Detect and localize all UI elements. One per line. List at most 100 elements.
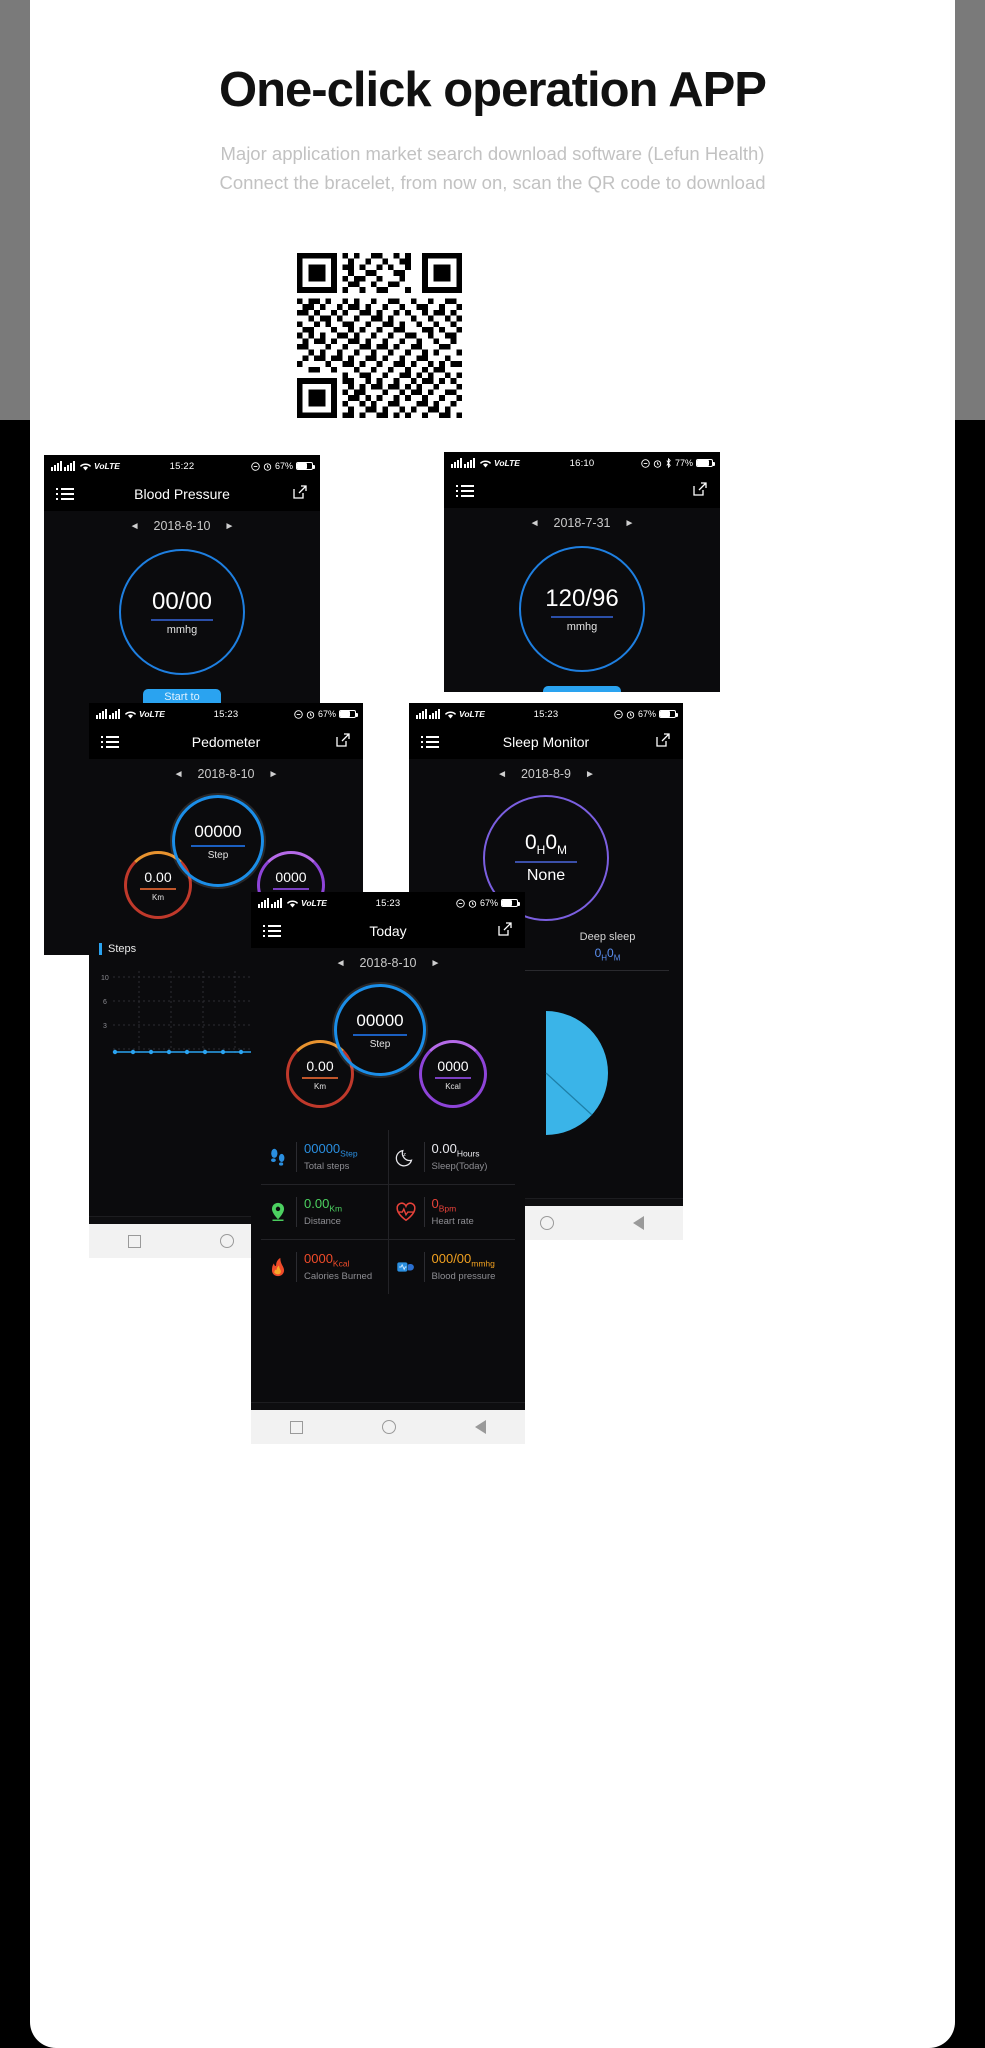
home-button[interactable] [219,1234,234,1248]
stat-unit: mmhg [471,1258,495,1269]
back-button[interactable] [474,1420,486,1434]
prev-date-button[interactable]: ◄ [497,768,507,780]
status-right: 77% [641,458,715,468]
stat-card-total-steps[interactable]: 00000Step Total steps [261,1130,388,1184]
battery-percent: 67% [637,709,656,719]
menu-icon[interactable] [421,736,439,748]
dnd-icon [456,898,465,908]
next-date-button[interactable]: ► [224,520,235,532]
nav-bar: Blood Pressure [44,477,320,511]
current-date: 2018-8-10 [153,519,211,533]
date-selector[interactable]: ◄ 2018-8-10 ► [44,511,320,537]
date-selector[interactable]: ◄ 2018-8-10 ► [89,759,363,785]
prev-date-button[interactable]: ◄ [173,768,184,780]
nav-bar: Today [251,914,525,948]
stat-unit: Km [329,1203,343,1214]
location-pin-icon [271,1202,285,1221]
stat-number: 00000 [304,1140,341,1156]
share-icon[interactable] [335,732,351,753]
wifi-icon [480,459,491,467]
home-button[interactable] [539,1216,554,1230]
bp-unit: mmhg [566,621,598,633]
bp-unit: mmhg [166,624,198,636]
steps-unit: Step [207,849,229,861]
menu-icon[interactable] [456,485,474,497]
stat-number: 0.00 [304,1195,330,1211]
sleep-minutes: 0 [545,830,558,854]
next-date-button[interactable]: ► [268,768,279,780]
prev-date-button[interactable]: ◄ [129,520,140,532]
battery-icon [339,710,358,718]
back-button[interactable] [632,1216,644,1230]
deep-sleep-m-unit: M [613,953,621,963]
date-selector[interactable]: ◄ 2018-7-31 ► [444,508,720,534]
white-top-panel [30,0,955,420]
deep-sleep-value: 0H0M [546,946,669,962]
stat-card-calories[interactable]: 0000Kcal Calories Burned [261,1240,388,1294]
current-date: 2018-7-31 [553,516,611,530]
svg-text:10: 10 [101,975,109,982]
today-rings: 0.00 Km 0000 Kcal 00000 Step [251,974,525,1124]
android-nav-bar[interactable] [251,1410,525,1444]
flame-icon [271,1257,285,1277]
share-icon[interactable] [655,732,671,753]
distance-ring: 0.00 Km [124,851,192,919]
stat-label: Total steps [304,1161,350,1173]
recents-button[interactable] [128,1234,142,1248]
battery-percent: 67% [317,709,336,719]
phone-today: VoLTE 15:23 67% Today ◄ 2018-8-10 ► 0.0 [251,892,525,1444]
stat-card-text: 000/00mmhg Blood pressure [423,1251,495,1283]
nav-bar [444,474,720,508]
stat-value: 0Bpm [432,1196,474,1214]
status-bar: VoLTE 16:10 77% [444,452,720,474]
share-icon[interactable] [292,484,308,505]
bluetooth-icon [666,458,671,468]
status-left: VoLTE [258,898,327,908]
current-date: 2018-8-10 [359,956,417,970]
stat-value: 0.00Km [304,1195,343,1214]
calories-value: 0000 [437,1057,469,1074]
dnd-icon [294,709,303,719]
menu-icon[interactable] [263,925,281,937]
nav-title: Today [369,923,407,939]
date-selector[interactable]: ◄ 2018-8-10 ► [251,948,525,974]
stat-card-blood-pressure[interactable]: 000/00mmhg Blood pressure [387,1240,516,1294]
battery-icon [501,899,520,907]
date-selector[interactable]: ◄ 2018-8-9 ► [409,759,683,785]
battery-icon [296,462,315,470]
next-date-button[interactable]: ► [430,957,441,969]
alarm-icon [306,710,315,719]
qr-code-svg [297,253,462,418]
nav-bar: Pedometer [89,725,363,759]
share-icon[interactable] [692,481,708,502]
prev-date-button[interactable]: ◄ [529,517,540,529]
recents-button[interactable] [290,1420,304,1434]
ring-divider [515,861,577,864]
ring-divider [191,844,245,847]
dnd-icon [614,709,623,719]
next-date-button[interactable]: ► [624,517,635,529]
prev-date-button[interactable]: ◄ [335,957,346,969]
stat-card-heart-rate[interactable]: 0Bpm Heart rate [387,1185,516,1239]
nav-bar: Sleep Monitor [409,725,683,759]
signal-bars-icon [51,461,75,471]
sleep-ring: 0H0M None [483,795,609,921]
stat-card-sleep[interactable]: z 0.00Hours Sleep(Today) [387,1130,516,1184]
deep-sleep-h: 0 [594,946,602,960]
menu-icon[interactable] [56,488,74,500]
next-date-button[interactable]: ► [585,768,595,780]
stat-card-distance[interactable]: 0.00Km Distance [261,1185,388,1239]
battery-percent: 67% [274,461,293,471]
share-icon[interactable] [497,921,513,942]
alarm-icon [263,462,272,471]
home-button[interactable] [381,1420,396,1434]
stat-value: 0.00Hours [432,1141,488,1159]
sleep-pie-chart [409,991,683,1141]
start-measure-button[interactable] [543,686,621,692]
ring-divider [140,887,176,890]
current-date: 2018-8-9 [520,767,572,781]
steps-ring: 00000 Step [172,795,264,887]
menu-icon[interactable] [101,736,119,748]
ring-divider [302,1076,338,1079]
